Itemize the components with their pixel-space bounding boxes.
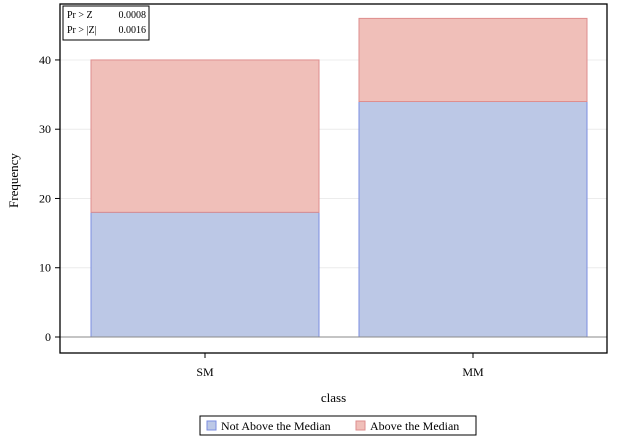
- y-tick-label: 30: [39, 122, 51, 136]
- y-axis-label: Frequency: [6, 153, 21, 208]
- plot-area: [60, 4, 607, 353]
- bar-mm-series-0: [358, 101, 588, 338]
- axes: 0 10 20 30 40 SM MM class Frequency: [6, 3, 608, 405]
- y-tick-label: 40: [39, 53, 51, 67]
- y-tick-label: 0: [45, 330, 51, 344]
- stats-inset: Pr > Z 0.0008 Pr > |Z| 0.0016: [62, 5, 150, 41]
- legend-swatch: [355, 420, 366, 431]
- bar-sm-series-1: [90, 59, 320, 213]
- legend-swatch: [206, 420, 217, 431]
- legend-box: [199, 415, 477, 436]
- legend-label: Above the Median: [370, 419, 459, 433]
- stats-inset-value: 0.0016: [119, 25, 147, 36]
- x-tick-label: SM: [196, 365, 214, 379]
- y-tick-label: 20: [39, 191, 51, 205]
- legend: Not Above the Median Above the Median: [199, 415, 477, 436]
- stats-inset-box: [62, 5, 150, 41]
- y-tick-label: 10: [39, 261, 51, 275]
- bar-sm-series-0: [90, 211, 320, 338]
- x-axis-label: class: [321, 390, 346, 405]
- stats-inset-value: 0.0008: [119, 10, 147, 21]
- bar-mm-series-1: [358, 17, 588, 103]
- legend-label: Not Above the Median: [221, 419, 331, 433]
- stats-inset-label: Pr > Z: [67, 10, 93, 21]
- x-tick-label: MM: [462, 365, 484, 379]
- stats-inset-label: Pr > |Z|: [67, 25, 97, 36]
- plot-frame: [59, 3, 608, 354]
